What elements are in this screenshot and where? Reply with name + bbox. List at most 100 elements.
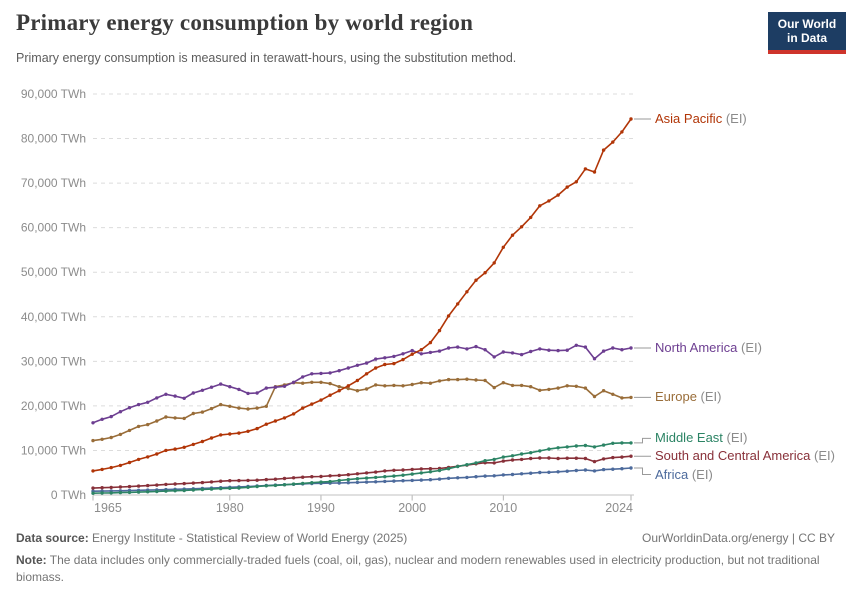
data-point <box>392 468 396 472</box>
data-point <box>583 443 588 448</box>
data-point <box>246 407 250 411</box>
data-point <box>374 480 378 484</box>
data-point <box>118 463 123 468</box>
data-point <box>565 185 569 189</box>
y-axis-tick-label: 70,000 TWh <box>21 176 86 190</box>
data-point <box>319 474 323 479</box>
data-point <box>574 180 578 184</box>
data-point <box>136 402 141 407</box>
owid-logo-line1: Our World <box>777 17 837 31</box>
data-point <box>456 464 460 469</box>
data-point <box>118 410 123 414</box>
data-point <box>173 447 177 451</box>
data-point <box>237 486 241 490</box>
series-name: Middle East <box>655 430 723 446</box>
data-point <box>118 490 123 495</box>
data-point <box>209 480 214 484</box>
x-axis-tick-label: 2000 <box>398 501 426 515</box>
data-point <box>255 478 259 482</box>
data-point <box>510 472 515 477</box>
credit-link[interactable]: OurWorldinData.org/energy | CC BY <box>642 531 835 545</box>
data-point <box>246 485 250 489</box>
data-point <box>492 385 496 390</box>
data-point <box>364 480 369 484</box>
series-label-south-and-central-america[interactable]: South and Central America (EI) <box>655 448 835 464</box>
data-point <box>410 478 414 483</box>
data-point <box>127 460 132 465</box>
series-label-middle-east[interactable]: Middle East (EI) <box>655 430 747 446</box>
data-point <box>374 475 378 480</box>
data-point <box>519 472 524 476</box>
data-point <box>91 421 95 425</box>
series-line-north-america <box>92 344 632 424</box>
data-point <box>127 428 132 433</box>
data-point <box>164 415 168 419</box>
data-point <box>100 491 104 495</box>
data-point <box>401 468 405 472</box>
data-point <box>155 452 159 456</box>
data-point <box>401 473 405 477</box>
data-point <box>136 424 141 429</box>
data-point <box>319 480 323 484</box>
data-point <box>583 167 588 171</box>
y-axis-tick-label: 60,000 TWh <box>21 221 86 235</box>
data-point <box>456 476 460 480</box>
data-point <box>446 476 451 480</box>
data-point <box>510 383 515 388</box>
data-point <box>419 467 423 471</box>
data-point <box>492 457 496 462</box>
data-point <box>337 389 341 393</box>
data-point <box>592 469 597 473</box>
data-point <box>273 483 278 488</box>
data-point <box>355 378 360 383</box>
data-point <box>510 458 515 462</box>
data-point <box>301 375 305 379</box>
data-point <box>611 467 615 471</box>
data-point <box>310 380 314 384</box>
data-point <box>574 456 578 460</box>
owid-logo[interactable]: Our World in Data <box>768 12 846 54</box>
series-name-suffix: (EI) <box>696 389 722 405</box>
data-point <box>601 443 606 447</box>
series-label-europe[interactable]: Europe (EI) <box>655 389 721 405</box>
series-label-asia-pacific[interactable]: Asia Pacific (EI) <box>655 111 747 127</box>
data-point <box>136 490 141 494</box>
data-point <box>620 441 624 445</box>
data-point <box>601 389 606 393</box>
data-point <box>574 343 578 347</box>
data-point <box>483 459 487 463</box>
data-point <box>109 485 113 490</box>
footer-note: Note: The data includes only commerciall… <box>16 552 822 586</box>
data-point <box>164 489 168 493</box>
data-point <box>392 474 396 478</box>
series-label-north-america[interactable]: North America (EI) <box>655 340 762 356</box>
page-title: Primary energy consumption by world regi… <box>16 10 474 35</box>
data-point <box>556 348 560 353</box>
data-point <box>200 410 205 414</box>
data-point <box>346 386 350 391</box>
data-point <box>601 148 606 152</box>
data-point <box>228 479 232 483</box>
data-point <box>273 477 278 481</box>
data-point <box>401 384 405 388</box>
data-point <box>209 406 214 411</box>
data-point <box>155 489 159 494</box>
data-point <box>155 419 159 423</box>
data-point <box>446 377 451 382</box>
data-point <box>282 476 287 481</box>
data-point <box>620 467 624 471</box>
data-point <box>446 346 451 350</box>
data-point <box>428 478 433 482</box>
data-point <box>364 471 369 475</box>
data-point <box>538 449 542 453</box>
data-point <box>182 488 186 493</box>
data-point <box>383 475 387 479</box>
series-name: North America <box>655 339 738 355</box>
data-point <box>310 475 314 479</box>
data-point <box>538 456 542 460</box>
y-axis-tick-label: 40,000 TWh <box>21 310 86 324</box>
series-label-africa[interactable]: Africa (EI) <box>655 467 713 483</box>
data-source: Data source: Energy Institute - Statisti… <box>16 531 407 545</box>
data-point <box>191 481 195 485</box>
data-point <box>456 377 460 382</box>
